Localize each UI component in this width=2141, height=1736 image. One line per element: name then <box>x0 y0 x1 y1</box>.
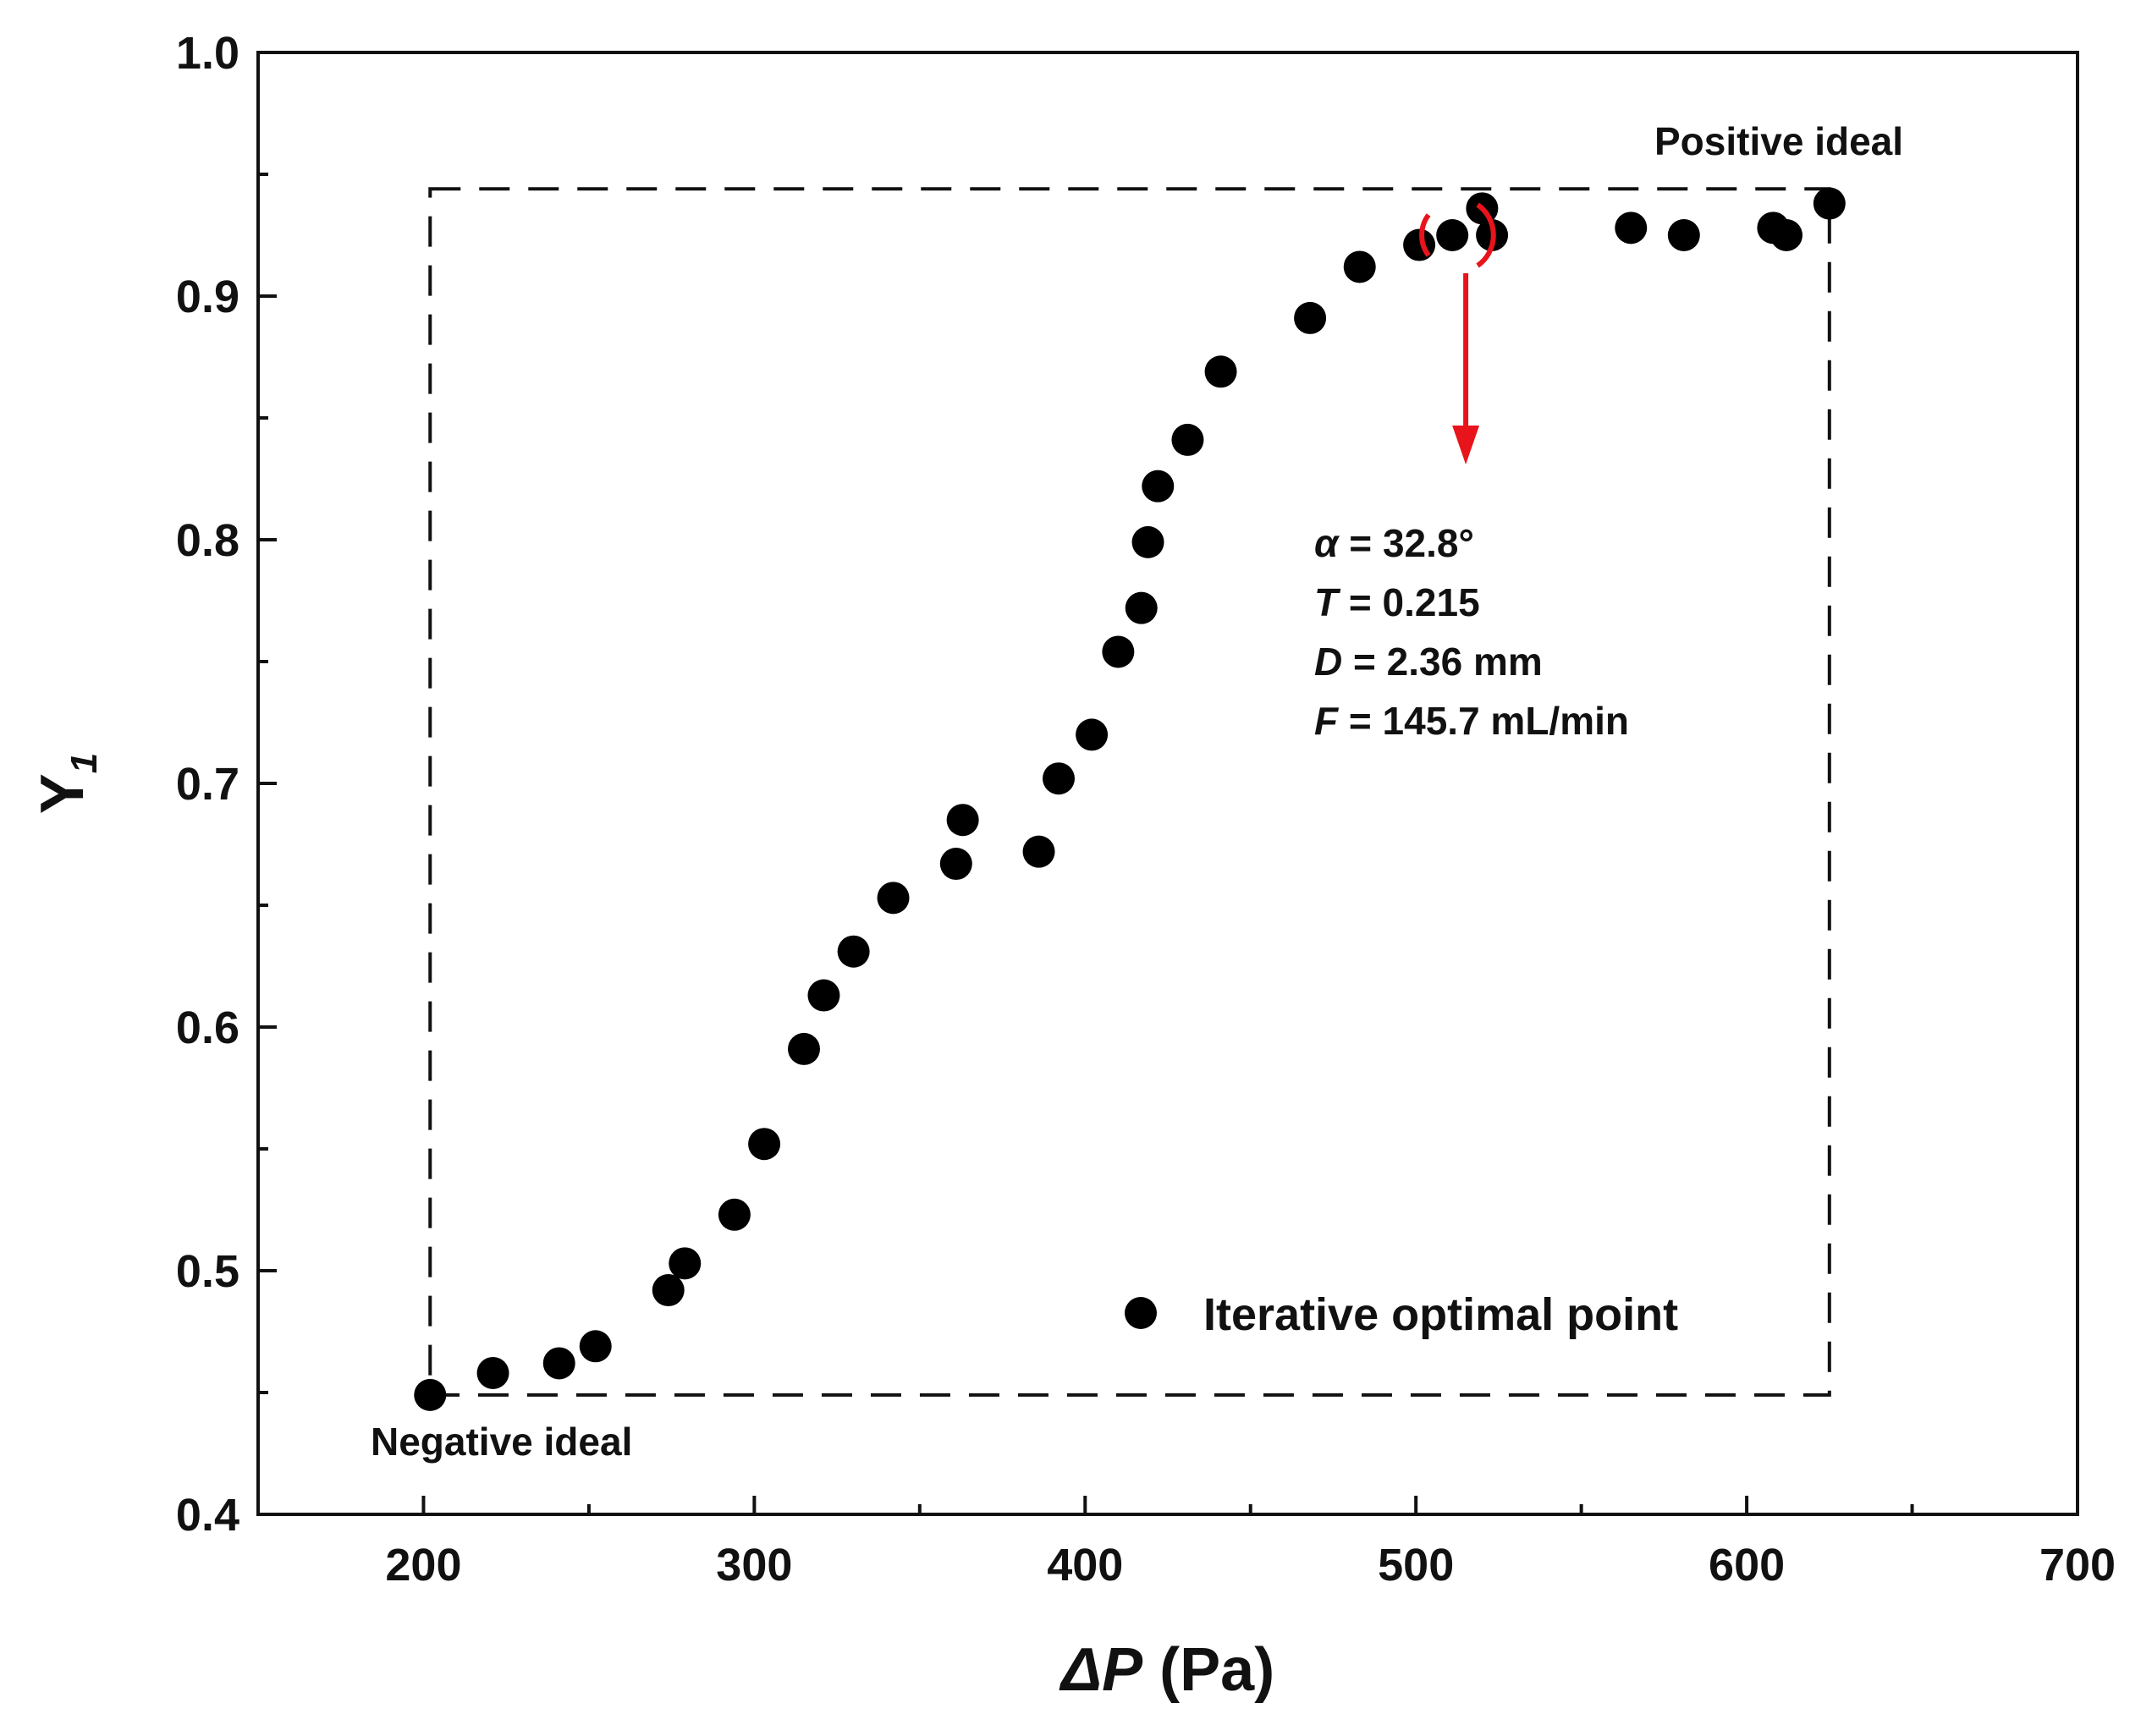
data-point <box>1204 355 1237 388</box>
data-point <box>1131 525 1164 558</box>
x-tick-label: 700 <box>2039 1540 2116 1590</box>
annotation-f: F = 145.7 mL/min <box>1314 699 1629 743</box>
ideal-box <box>428 187 1831 1397</box>
y-tick-label: 0.5 <box>176 1246 239 1297</box>
data-point <box>877 882 910 915</box>
optimal-highlight <box>1125 202 1496 1329</box>
y-tick-label: 0.8 <box>176 515 239 566</box>
highlight-arrow-head <box>1452 425 1480 464</box>
data-point <box>1125 591 1158 624</box>
data-points <box>414 187 1846 1411</box>
data-point <box>1403 228 1436 261</box>
data-point <box>579 1330 612 1363</box>
data-point <box>837 935 870 968</box>
data-point <box>1142 470 1175 503</box>
x-axis-title: ΔP (Pa) <box>1059 1636 1274 1704</box>
x-tick-label: 500 <box>1378 1540 1454 1590</box>
data-point <box>1076 718 1109 751</box>
x-axis-title-symbol: ΔP <box>1059 1636 1143 1704</box>
x-tick-label: 400 <box>1047 1540 1123 1590</box>
y-tick-label: 0.9 <box>176 272 239 322</box>
data-point <box>414 1378 447 1411</box>
data-point <box>1102 635 1135 668</box>
annotation-d: D = 2.36 mm <box>1314 640 1543 684</box>
data-point <box>1022 835 1055 868</box>
data-point <box>1667 219 1700 251</box>
data-point <box>1436 219 1469 251</box>
positive-ideal-label: Positive ideal <box>1654 119 1903 163</box>
data-point <box>946 804 979 837</box>
plot-frame <box>256 51 2079 1516</box>
data-point <box>1343 250 1376 283</box>
axes: 200 300 400 500 600 700 0.4 0.5 0.6 0.7 0.8 0.9 1.0 <box>176 28 2116 1590</box>
y-tick-label: 0.6 <box>176 1003 239 1053</box>
data-point <box>1615 212 1648 244</box>
annotation-t: T = 0.215 <box>1314 580 1480 624</box>
y-tick-label: 1.0 <box>176 28 239 79</box>
data-point <box>1813 187 1846 220</box>
legend-marker <box>1125 1297 1157 1329</box>
y-tick-label: 0.7 <box>176 759 239 810</box>
x-tick-label: 200 <box>385 1540 461 1590</box>
highlight-bracket-left <box>1419 213 1431 257</box>
data-point <box>476 1356 509 1389</box>
highlight-bracket-right <box>1476 202 1496 268</box>
y-axis-title-main: Y <box>29 773 96 814</box>
x-axis-title-unit: (Pa) <box>1142 1636 1274 1704</box>
data-point <box>1294 301 1327 334</box>
y-axis-title-sub: 1 <box>63 753 105 773</box>
ideal-dashed-box <box>428 187 1831 1397</box>
negative-ideal-label: Negative ideal <box>371 1420 632 1464</box>
x-tick-label: 300 <box>716 1540 792 1590</box>
data-point <box>1043 762 1075 795</box>
annotation-alpha: α = 32.8° <box>1314 521 1474 565</box>
chart-text: Negative ideal Positive ideal Iterative … <box>29 119 1903 1704</box>
data-point <box>542 1347 575 1380</box>
data-point <box>939 848 972 881</box>
data-point <box>718 1198 751 1231</box>
data-point <box>788 1032 820 1065</box>
data-point <box>1770 219 1803 251</box>
data-point <box>1171 423 1204 456</box>
x-tick-label: 600 <box>1709 1540 1785 1590</box>
legend-label: Iterative optimal point <box>1203 1289 1678 1340</box>
data-point <box>669 1247 702 1280</box>
data-point <box>807 979 840 1012</box>
y-tick-label: 0.4 <box>176 1490 239 1541</box>
data-point <box>748 1128 781 1161</box>
y-axis-title: Y1 <box>29 753 105 815</box>
data-point <box>652 1274 685 1307</box>
